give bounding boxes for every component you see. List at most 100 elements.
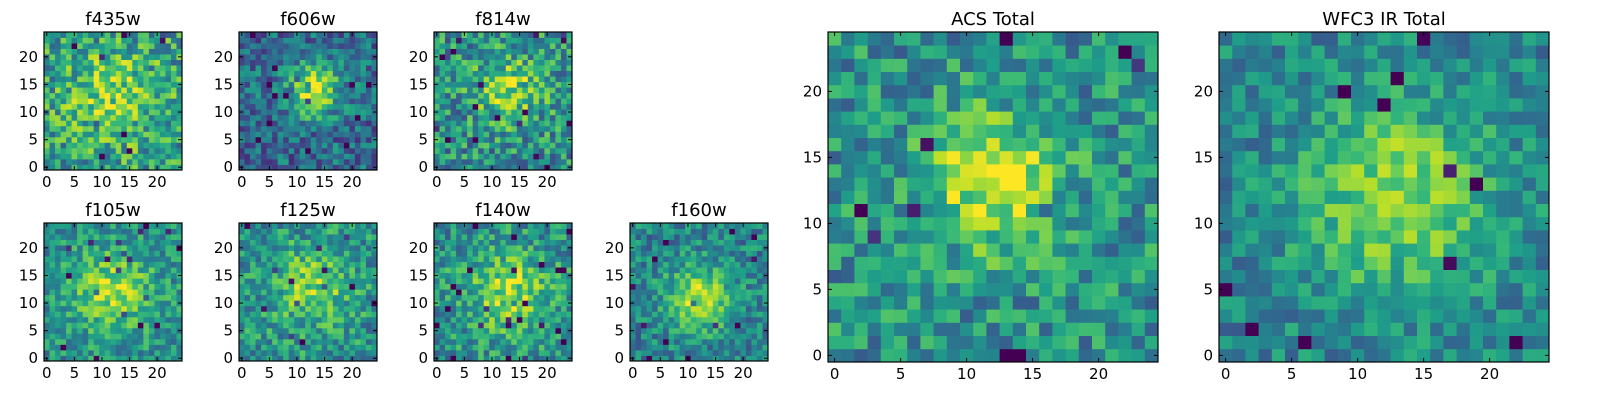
pixel-cell <box>305 147 312 154</box>
pixel-cell <box>110 355 117 362</box>
pixel-cell <box>549 153 556 160</box>
pixel-cell <box>283 114 290 121</box>
pixel-cell <box>751 316 758 323</box>
pixel-cell <box>338 158 345 165</box>
pixel-cell <box>527 70 534 77</box>
pixel-cell <box>533 322 540 329</box>
pixel-cell <box>478 87 485 94</box>
pixel-cell <box>544 43 551 49</box>
pixel-cell <box>527 98 534 105</box>
pixel-cell <box>288 81 295 88</box>
pixel-cell <box>77 300 84 307</box>
pixel-cell <box>439 109 446 116</box>
pixel-cell <box>310 338 317 345</box>
pixel-cell <box>77 344 84 351</box>
pixel-cell <box>261 283 267 290</box>
pixel-cell <box>272 87 279 94</box>
pixel-cell <box>272 125 279 132</box>
pixel-cell <box>272 223 279 229</box>
pixel-cell <box>1131 335 1146 350</box>
pixel-cell <box>176 338 183 345</box>
pixel-cell <box>154 239 161 246</box>
pixel-cell <box>712 261 719 268</box>
pixel-cell <box>77 114 84 121</box>
pixel-cell <box>555 76 562 83</box>
pixel-cell <box>137 272 144 279</box>
pixel-cell <box>745 278 752 285</box>
pixel-cell <box>560 327 567 334</box>
pixel-cell <box>365 316 372 323</box>
pixel-cell <box>494 92 501 99</box>
pixel-cell <box>657 267 664 274</box>
pixel-cell <box>1065 322 1080 336</box>
pixel-cell <box>338 142 345 149</box>
pixel-cell <box>478 261 485 268</box>
pixel-cell <box>685 305 692 312</box>
pixel-cell <box>360 239 367 246</box>
pixel-cell <box>148 43 155 49</box>
pixel-cell <box>148 147 155 154</box>
pixel-cell <box>170 283 177 290</box>
pixel-cell <box>522 245 529 251</box>
pixel-cell <box>49 344 56 351</box>
pixel-cell <box>999 164 1014 178</box>
pixel-cell <box>126 272 133 279</box>
pixel-cell <box>159 338 166 345</box>
pixel-cell <box>472 87 479 94</box>
pixel-cell <box>93 136 100 143</box>
pixel-cell <box>255 344 262 351</box>
pixel-cell <box>365 158 372 165</box>
pixel-cell <box>82 333 89 340</box>
pixel-cell <box>740 267 747 274</box>
pixel-cell <box>266 333 273 340</box>
pixel-cell <box>332 120 339 127</box>
pixel-cell <box>434 316 440 323</box>
pixel-cell <box>920 190 934 204</box>
pixel-cell <box>762 223 769 229</box>
pixel-cell <box>690 327 697 334</box>
pixel-cell <box>505 283 512 290</box>
pixel-cell <box>538 103 545 110</box>
pixel-cell <box>316 261 323 268</box>
pixel-cell <box>77 158 84 165</box>
pixel-cell <box>478 250 485 257</box>
pixel-cell <box>261 316 267 323</box>
pixel-cell <box>500 311 507 318</box>
pixel-cell <box>641 338 647 345</box>
pixel-cell <box>143 65 150 72</box>
pixel-cell <box>756 267 763 274</box>
pixel-cell <box>762 349 769 356</box>
pixel-cell <box>635 349 642 356</box>
pixel-cell <box>310 37 317 44</box>
pixel-cell <box>132 65 139 72</box>
pixel-cell <box>332 234 339 240</box>
pixel-cell <box>277 153 284 160</box>
pixel-cell <box>93 338 100 345</box>
pixel-cell <box>516 65 523 72</box>
pixel-cell <box>1078 190 1093 204</box>
pixel-cell <box>277 147 284 154</box>
pixel-cell <box>88 164 95 171</box>
pixel-cell <box>999 256 1014 270</box>
pixel-cell <box>946 269 961 284</box>
pixel-cell <box>299 54 306 60</box>
pixel-cell <box>170 278 177 285</box>
pixel-cell <box>82 103 89 110</box>
pixel-cell <box>77 120 84 127</box>
pixel-cell <box>132 48 139 55</box>
pixel-cell <box>261 54 267 60</box>
pixel-cell <box>544 272 551 279</box>
pixel-cell <box>999 282 1014 297</box>
pixel-cell <box>349 283 356 290</box>
pixel-cell <box>299 125 306 132</box>
pixel-cell <box>1026 216 1040 231</box>
pixel-cell <box>327 322 334 329</box>
pixel-cell <box>439 355 446 362</box>
pixel-cell <box>88 43 95 49</box>
pixel-cell <box>110 283 117 290</box>
pixel-cell <box>49 239 56 246</box>
pixel-cell <box>115 223 122 229</box>
pixel-cell <box>132 283 139 290</box>
pixel-cell <box>999 348 1014 363</box>
pixel-cell <box>71 103 78 110</box>
